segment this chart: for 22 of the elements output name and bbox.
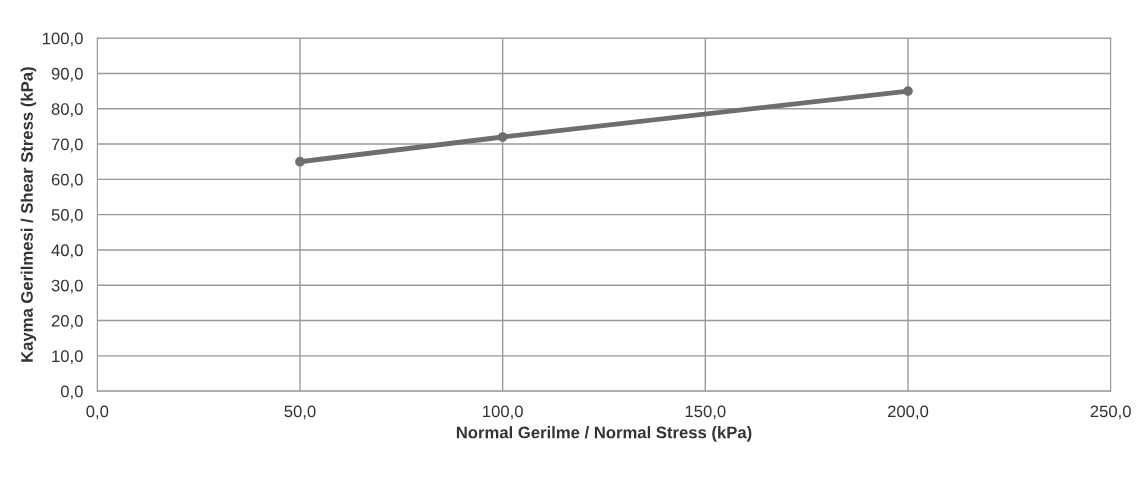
y-tick-label: 30,0	[51, 279, 83, 294]
y-tick-label: 50,0	[51, 209, 83, 223]
x-axis-title: Normal Gerilme / Normal Stress (kPa)	[456, 426, 752, 442]
y-tick-label: 60,0	[51, 173, 83, 188]
y-tick-label: 0,0	[60, 385, 83, 400]
point	[295, 156, 305, 167]
x-tick-label: 150,0	[685, 405, 726, 420]
y-tick-label: 80,0	[51, 103, 83, 117]
x-tick-label: 50,0	[284, 405, 316, 420]
y-tick-label: 90,0	[51, 67, 83, 82]
y-tick-label: 100,0	[43, 32, 83, 47]
y-tick-label: 70,0	[51, 138, 83, 153]
y-tick-label: 10,0	[52, 350, 83, 365]
y-axis-title: Kayma Gerilmesi / Shear Stress (kPa)	[20, 67, 37, 362]
x-tick-label: 200,0	[887, 405, 929, 420]
point	[497, 132, 508, 142]
x-tick-label: 100,0	[483, 405, 523, 420]
x-tick-label: 0,0	[86, 405, 109, 420]
x-tick-label: 250,0	[1090, 405, 1131, 420]
y-tick-label: 20,0	[51, 314, 83, 329]
point	[903, 86, 913, 96]
y-tick-label: 40,0	[51, 244, 83, 259]
